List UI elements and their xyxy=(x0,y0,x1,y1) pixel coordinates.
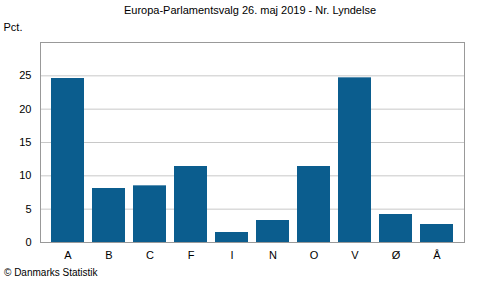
svg-text:A: A xyxy=(64,249,72,261)
svg-text:N: N xyxy=(269,249,277,261)
svg-text:10: 10 xyxy=(19,169,31,181)
svg-text:I: I xyxy=(230,249,233,261)
svg-text:15: 15 xyxy=(19,136,31,148)
svg-text:0: 0 xyxy=(25,236,31,248)
svg-text:5: 5 xyxy=(25,203,31,215)
svg-text:O: O xyxy=(310,249,319,261)
html-text:Europa-Parlamentsvalg 26. maj: Europa-Parlamentsvalg 26. maj 2019 - Nr.… xyxy=(123,4,377,16)
svg-text:Ø: Ø xyxy=(392,249,401,261)
svg-text:20: 20 xyxy=(19,103,31,115)
svg-text:25: 25 xyxy=(19,69,31,81)
svg-text:F: F xyxy=(188,249,195,261)
svg-text:V: V xyxy=(351,249,359,261)
html-text:© Danmarks Statistik: © Danmarks Statistik xyxy=(4,267,98,278)
svg-text:Pct.: Pct. xyxy=(4,21,23,33)
svg-text:C: C xyxy=(146,249,154,261)
svg-text:B: B xyxy=(105,249,112,261)
svg-text:Å: Å xyxy=(433,249,441,261)
